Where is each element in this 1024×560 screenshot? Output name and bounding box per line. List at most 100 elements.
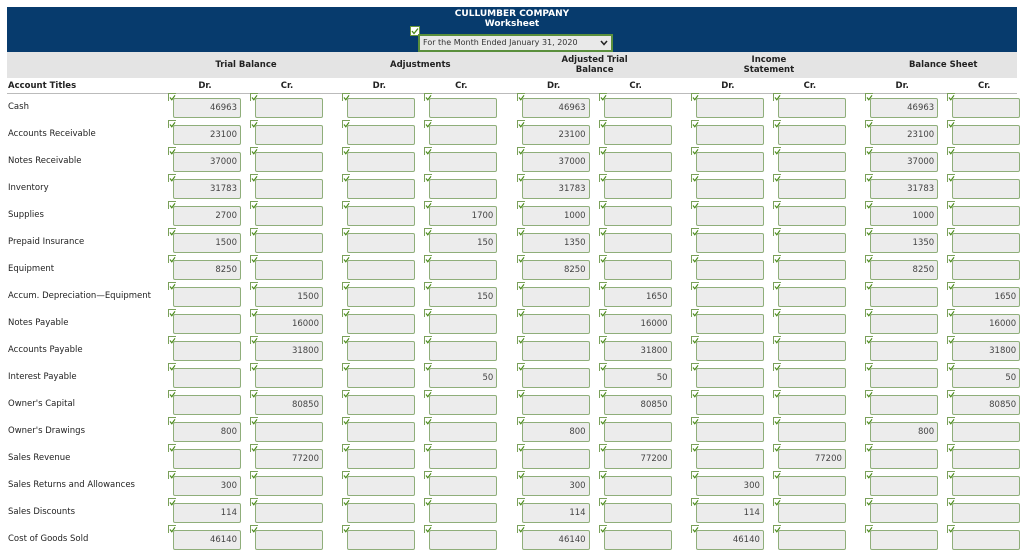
amount-input[interactable] bbox=[255, 422, 323, 442]
amount-input[interactable] bbox=[952, 530, 1021, 550]
amount-input[interactable]: 1350 bbox=[521, 233, 590, 253]
amount-input[interactable] bbox=[347, 368, 416, 388]
amount-input[interactable] bbox=[347, 233, 416, 253]
amount-input[interactable] bbox=[695, 368, 764, 388]
amount-input[interactable] bbox=[952, 206, 1021, 226]
amount-input[interactable]: 114 bbox=[173, 503, 241, 523]
amount-input[interactable] bbox=[173, 287, 241, 307]
amount-input[interactable] bbox=[952, 152, 1021, 172]
amount-input[interactable]: 50 bbox=[603, 368, 672, 388]
amount-input[interactable] bbox=[255, 98, 323, 118]
amount-input[interactable] bbox=[521, 449, 590, 469]
amount-input[interactable]: 1500 bbox=[255, 287, 323, 307]
amount-input[interactable] bbox=[173, 314, 241, 334]
amount-input[interactable] bbox=[695, 395, 764, 415]
amount-input[interactable] bbox=[777, 206, 846, 226]
amount-input[interactable] bbox=[603, 530, 672, 550]
amount-input[interactable]: 46140 bbox=[173, 530, 241, 550]
amount-input[interactable] bbox=[695, 287, 764, 307]
amount-input[interactable] bbox=[347, 314, 416, 334]
amount-input[interactable] bbox=[429, 341, 498, 361]
amount-input[interactable] bbox=[695, 206, 764, 226]
amount-input[interactable] bbox=[952, 125, 1021, 145]
amount-input[interactable]: 46963 bbox=[870, 98, 939, 118]
amount-input[interactable]: 37000 bbox=[173, 152, 241, 172]
amount-input[interactable]: 46140 bbox=[521, 530, 590, 550]
amount-input[interactable] bbox=[429, 530, 498, 550]
amount-input[interactable] bbox=[777, 341, 846, 361]
amount-input[interactable] bbox=[173, 368, 241, 388]
amount-input[interactable] bbox=[952, 449, 1021, 469]
amount-input[interactable]: 31783 bbox=[521, 179, 590, 199]
amount-input[interactable] bbox=[695, 152, 764, 172]
amount-input[interactable] bbox=[777, 422, 846, 442]
amount-input[interactable]: 300 bbox=[521, 476, 590, 496]
amount-input[interactable] bbox=[870, 368, 939, 388]
amount-input[interactable]: 80850 bbox=[255, 395, 323, 415]
amount-input[interactable] bbox=[777, 530, 846, 550]
amount-input[interactable] bbox=[521, 341, 590, 361]
amount-input[interactable] bbox=[347, 341, 416, 361]
amount-input[interactable] bbox=[777, 125, 846, 145]
amount-input[interactable]: 50 bbox=[952, 368, 1021, 388]
amount-input[interactable]: 16000 bbox=[603, 314, 672, 334]
amount-input[interactable] bbox=[603, 503, 672, 523]
amount-input[interactable]: 31783 bbox=[870, 179, 939, 199]
amount-input[interactable] bbox=[777, 233, 846, 253]
amount-input[interactable] bbox=[521, 368, 590, 388]
amount-input[interactable]: 1000 bbox=[521, 206, 590, 226]
amount-input[interactable] bbox=[603, 206, 672, 226]
amount-input[interactable] bbox=[695, 179, 764, 199]
amount-input[interactable]: 31783 bbox=[173, 179, 241, 199]
amount-input[interactable]: 114 bbox=[695, 503, 764, 523]
amount-input[interactable] bbox=[255, 476, 323, 496]
amount-input[interactable] bbox=[255, 152, 323, 172]
amount-input[interactable] bbox=[429, 179, 498, 199]
amount-input[interactable]: 150 bbox=[429, 287, 498, 307]
amount-input[interactable]: 31800 bbox=[603, 341, 672, 361]
amount-input[interactable]: 80850 bbox=[603, 395, 672, 415]
amount-input[interactable]: 8250 bbox=[173, 260, 241, 280]
amount-input[interactable] bbox=[603, 476, 672, 496]
amount-input[interactable]: 31800 bbox=[952, 341, 1021, 361]
amount-input[interactable] bbox=[429, 395, 498, 415]
amount-input[interactable] bbox=[429, 152, 498, 172]
amount-input[interactable] bbox=[870, 449, 939, 469]
amount-input[interactable] bbox=[695, 233, 764, 253]
amount-input[interactable]: 1500 bbox=[173, 233, 241, 253]
amount-input[interactable] bbox=[347, 449, 416, 469]
amount-input[interactable] bbox=[695, 422, 764, 442]
amount-input[interactable] bbox=[952, 260, 1021, 280]
amount-input[interactable] bbox=[603, 233, 672, 253]
amount-input[interactable] bbox=[777, 476, 846, 496]
amount-input[interactable] bbox=[521, 314, 590, 334]
amount-input[interactable] bbox=[603, 422, 672, 442]
amount-input[interactable] bbox=[255, 368, 323, 388]
amount-input[interactable] bbox=[695, 314, 764, 334]
amount-input[interactable] bbox=[347, 422, 416, 442]
amount-input[interactable]: 8250 bbox=[521, 260, 590, 280]
amount-input[interactable]: 23100 bbox=[173, 125, 241, 145]
amount-input[interactable] bbox=[429, 503, 498, 523]
amount-input[interactable]: 1650 bbox=[952, 287, 1021, 307]
amount-input[interactable]: 114 bbox=[521, 503, 590, 523]
amount-input[interactable] bbox=[429, 260, 498, 280]
amount-input[interactable] bbox=[347, 530, 416, 550]
amount-input[interactable]: 1700 bbox=[429, 206, 498, 226]
amount-input[interactable] bbox=[603, 260, 672, 280]
amount-input[interactable] bbox=[777, 395, 846, 415]
amount-input[interactable] bbox=[870, 530, 939, 550]
amount-input[interactable] bbox=[429, 98, 498, 118]
amount-input[interactable] bbox=[870, 395, 939, 415]
amount-input[interactable]: 150 bbox=[429, 233, 498, 253]
amount-input[interactable] bbox=[603, 152, 672, 172]
amount-input[interactable] bbox=[870, 476, 939, 496]
amount-input[interactable] bbox=[347, 287, 416, 307]
amount-input[interactable]: 23100 bbox=[521, 125, 590, 145]
amount-input[interactable]: 16000 bbox=[255, 314, 323, 334]
amount-input[interactable]: 1350 bbox=[870, 233, 939, 253]
amount-input[interactable] bbox=[695, 341, 764, 361]
amount-input[interactable] bbox=[173, 395, 241, 415]
amount-input[interactable] bbox=[429, 314, 498, 334]
amount-input[interactable]: 800 bbox=[870, 422, 939, 442]
